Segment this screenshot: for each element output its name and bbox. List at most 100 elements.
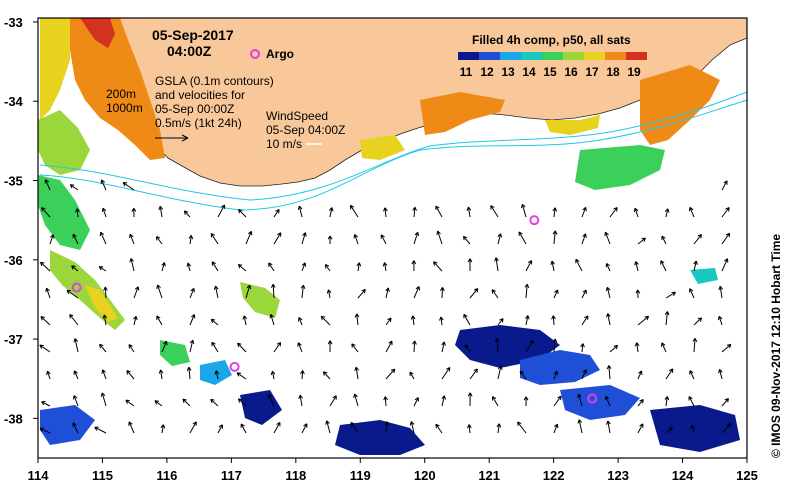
wind-arrow <box>245 230 253 245</box>
wind-arrow <box>122 182 135 191</box>
colorbar-tick-label: 12 <box>480 65 494 79</box>
wind-arrow <box>211 261 219 272</box>
wind-arrow <box>39 344 51 353</box>
wind-arrow <box>382 262 388 272</box>
wind-arrow <box>409 371 415 380</box>
wind-arrow <box>186 366 192 380</box>
wind-arrow <box>717 315 723 326</box>
colorbar: 11 12 13 14 15 16 17 18 19 <box>458 52 647 79</box>
wind-arrow <box>128 344 135 353</box>
wind-arrow <box>161 262 166 272</box>
y-tick-label: -37 <box>4 332 23 347</box>
y-axis-ticks: -33 -34 -35 -36 -37 -38 <box>4 15 38 426</box>
wind-arrow <box>633 207 639 218</box>
colorbar-swatch <box>542 52 563 60</box>
wind-arrow <box>606 313 611 326</box>
wind-arrow <box>605 286 611 299</box>
wind-arrow <box>242 315 248 326</box>
wind-arrow <box>551 315 556 326</box>
wind-arrow <box>158 369 164 380</box>
wind-arrow <box>693 233 702 245</box>
x-tick-label: 115 <box>92 468 113 483</box>
wind-arrow <box>721 258 729 272</box>
wind-arrow <box>273 421 281 434</box>
wind-arrow <box>491 289 499 299</box>
wind-arrow <box>101 369 107 380</box>
wind-arrow <box>439 316 444 326</box>
wind-arrow <box>210 398 219 407</box>
wind-arrow <box>238 208 247 218</box>
wind-arrow <box>523 396 529 407</box>
wind-arrow <box>664 311 670 326</box>
wind-arrow <box>73 338 79 353</box>
wind-arrow <box>634 342 640 353</box>
wind-arrow <box>435 205 443 218</box>
colorbar-tick-label: 15 <box>543 65 557 79</box>
wind-arrow <box>693 317 703 326</box>
x-tick-label: 118 <box>285 468 306 483</box>
colorbar-swatch <box>626 52 647 60</box>
wind-arrow <box>637 370 643 380</box>
wind-arrow <box>40 316 51 326</box>
wind-arrow <box>721 232 731 245</box>
wind-note-line3: 10 m/s <box>266 137 302 151</box>
wind-arrow <box>692 337 698 353</box>
wind-arrow <box>721 422 732 434</box>
argo-float-markers <box>71 215 598 404</box>
wind-arrow <box>300 284 306 299</box>
wind-arrow <box>435 423 443 434</box>
wind-arrow <box>606 420 611 434</box>
wind-arrow <box>469 368 478 380</box>
wind-arrow <box>550 260 555 272</box>
colorbar-swatch <box>521 52 542 60</box>
wind-arrow <box>324 264 331 272</box>
colorbar-swatch <box>458 52 479 60</box>
wind-arrow <box>441 395 446 407</box>
wind-arrow <box>329 395 337 407</box>
wind-arrow <box>349 204 359 218</box>
wind-arrow <box>94 426 107 434</box>
wind-arrow <box>69 184 79 191</box>
wind-arrow <box>298 394 303 407</box>
y-tick-label: -33 <box>4 15 23 30</box>
wind-arrow <box>161 340 168 353</box>
colorbar-swatch <box>605 52 626 60</box>
wind-arrow <box>494 257 499 272</box>
gsla-note-line4: 0.5m/s (1kt 24h) <box>155 116 242 130</box>
wind-arrow <box>126 370 135 380</box>
wind-arrow <box>385 368 396 380</box>
wind-arrow <box>660 260 667 272</box>
title-date: 05-Sep-2017 <box>152 27 234 43</box>
x-tick-label: 120 <box>414 468 436 483</box>
x-tick-label: 125 <box>736 468 758 483</box>
wind-arrow <box>718 285 724 299</box>
wind-arrow <box>380 234 387 245</box>
wind-arrow <box>353 393 359 407</box>
wind-arrow <box>467 258 473 271</box>
wind-arrow <box>497 365 503 380</box>
colorbar-tick-label: 14 <box>522 65 536 79</box>
x-tick-label: 119 <box>350 468 371 483</box>
wind-arrow <box>384 421 390 434</box>
wind-arrow <box>490 205 499 218</box>
gsla-note-line3: 05-Sep 00:00Z <box>155 102 234 116</box>
wind-arrow <box>664 396 670 407</box>
wind-arrow <box>240 423 247 434</box>
wind-arrow <box>133 286 140 299</box>
wind-arrow <box>718 368 723 380</box>
wind-arrow <box>524 283 530 299</box>
wind-arrow <box>693 260 698 272</box>
wind-arrow <box>357 288 366 299</box>
wind-arrow <box>327 340 333 353</box>
wind-arrow <box>354 366 359 380</box>
wind-arrow <box>553 370 558 380</box>
wind-arrow <box>40 261 51 272</box>
wind-arrow <box>665 291 676 299</box>
wind-arrow <box>552 230 558 245</box>
wind-arrow <box>721 398 729 407</box>
wind-arrow <box>577 393 583 407</box>
wind-arrow <box>721 343 732 353</box>
wind-arrow <box>236 372 247 380</box>
wind-arrow <box>69 314 79 326</box>
colorbar-swatch <box>479 52 500 60</box>
